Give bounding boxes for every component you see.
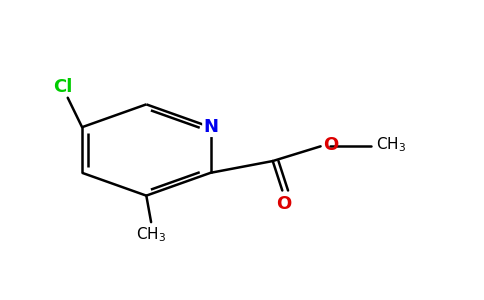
Text: CH$_3$: CH$_3$: [376, 136, 406, 154]
Text: CH$_3$: CH$_3$: [136, 225, 166, 244]
Text: O: O: [275, 195, 291, 213]
Text: O: O: [323, 136, 338, 154]
Text: Cl: Cl: [53, 78, 73, 96]
Text: N: N: [203, 118, 218, 136]
